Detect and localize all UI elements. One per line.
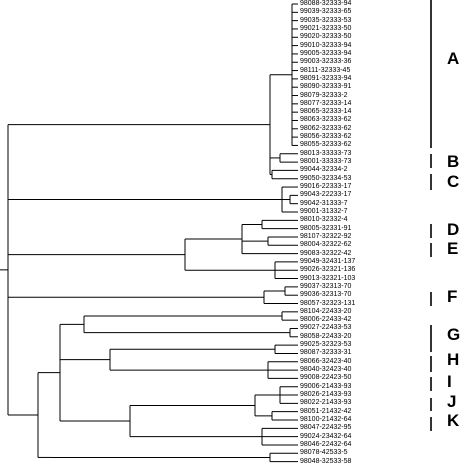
leaf-label: 98004-32322-62 bbox=[300, 241, 352, 249]
leaf-label: 98077-32333-14 bbox=[300, 99, 352, 107]
leaf-label: 98013-33333-73 bbox=[300, 149, 352, 157]
group-label-h: H bbox=[447, 350, 460, 369]
leaf-label: 99035-32333-53 bbox=[300, 16, 352, 24]
leaf-label: 98056-32333-62 bbox=[300, 133, 352, 141]
leaf-label: 99026-32321-136 bbox=[300, 266, 356, 274]
leaf-label: 99036-32313-70 bbox=[300, 291, 352, 299]
group-label-a: A bbox=[447, 49, 460, 68]
leaf-label: 99005-32333-94 bbox=[300, 49, 352, 57]
leaf-label: 98006-22433-42 bbox=[300, 316, 352, 324]
leaf-label: 98079-32333-2 bbox=[300, 91, 348, 99]
leaf-label: 99050-32334-53 bbox=[300, 174, 352, 182]
leaf-label: 98100-21432-64 bbox=[300, 416, 352, 423]
group-label-g: G bbox=[447, 325, 461, 344]
leaf-label: 99039-32333-65 bbox=[300, 8, 352, 16]
leaf-label: 98107-32322-92 bbox=[300, 232, 352, 240]
leaf-label: 98040-32423-40 bbox=[300, 366, 352, 374]
leaf-label: 99020-32333-50 bbox=[300, 33, 352, 41]
leaf-label: 98066-32423-40 bbox=[300, 357, 352, 365]
leaf-label: 98026-21433-93 bbox=[300, 391, 352, 399]
leaf-label: 98001-33333-73 bbox=[300, 158, 352, 166]
leaf-label: 99013-32321-103 bbox=[300, 274, 356, 282]
leaf-label: 98005-32331-91 bbox=[300, 224, 352, 232]
group-label-f: F bbox=[447, 287, 458, 306]
leaf-label: 99001-31332-7 bbox=[300, 208, 348, 215]
leaf-label: 98091-32333-94 bbox=[300, 74, 352, 82]
leaf-label: 99006-21433-93 bbox=[300, 382, 352, 390]
leaf-label: 99083-32322-42 bbox=[300, 249, 352, 257]
leaf-label: 99027-22433-53 bbox=[300, 324, 352, 332]
leaf-label: 99044-32334-2 bbox=[300, 166, 348, 174]
leaf-label: 98088-32333-94 bbox=[300, 0, 352, 7]
leaf-label: 98058-22433-20 bbox=[300, 332, 352, 340]
leaf-label: 98048-32533-58 bbox=[300, 457, 352, 465]
leaf-label: 99010-32333-94 bbox=[300, 41, 352, 49]
leaf-label: 98087-32333-31 bbox=[300, 349, 352, 357]
leaf-label: 98090-32333-91 bbox=[300, 83, 352, 91]
group-label-d: D bbox=[447, 220, 460, 239]
leaf-label: 99021-32333-50 bbox=[300, 24, 352, 32]
leaf-label: 98051-21432-42 bbox=[300, 407, 352, 415]
leaf-label: 99042-31333-7 bbox=[300, 199, 348, 207]
leaf-label: 99003-32333-36 bbox=[300, 58, 352, 66]
leaf-label: 98057-32323-131 bbox=[300, 299, 356, 307]
leaf-label: 99037-32313-70 bbox=[300, 282, 352, 290]
leaf-label: 98104-22433-20 bbox=[300, 307, 352, 315]
leaf-label: 99049-32431-137 bbox=[300, 257, 356, 265]
group-label-i: I bbox=[447, 372, 452, 391]
group-label-e: E bbox=[447, 239, 459, 258]
leaf-label: 98055-32333-62 bbox=[300, 141, 352, 149]
leaf-label: 98111-32333-45 bbox=[300, 66, 351, 74]
group-label-b: B bbox=[447, 152, 460, 171]
leaf-label: 98063-32333-62 bbox=[300, 116, 352, 124]
leaf-label: 98022-21433-93 bbox=[300, 399, 352, 407]
leaf-label: 98065-32333-14 bbox=[300, 108, 352, 116]
leaf-label: 98062-32333-62 bbox=[300, 124, 352, 132]
leaf-label: 98010-32332-4 bbox=[300, 216, 348, 224]
leaf-label: 99024-23432-64 bbox=[300, 432, 352, 440]
group-label-c: C bbox=[447, 172, 460, 191]
group-label-k: K bbox=[447, 411, 460, 430]
leaf-label: 99025-32323-53 bbox=[300, 341, 352, 349]
leaf-label: 98047-22432-95 bbox=[300, 424, 352, 432]
leaf-label: 98078-42533-5 bbox=[300, 449, 348, 457]
leaf-label: 99043-22233-17 bbox=[300, 191, 352, 199]
leaf-label: 98046-22432-64 bbox=[300, 440, 352, 448]
leaf-label: 99016-22333-17 bbox=[300, 183, 352, 191]
group-label-j: J bbox=[447, 392, 457, 411]
leaf-label: 99008-22423-50 bbox=[300, 374, 352, 382]
